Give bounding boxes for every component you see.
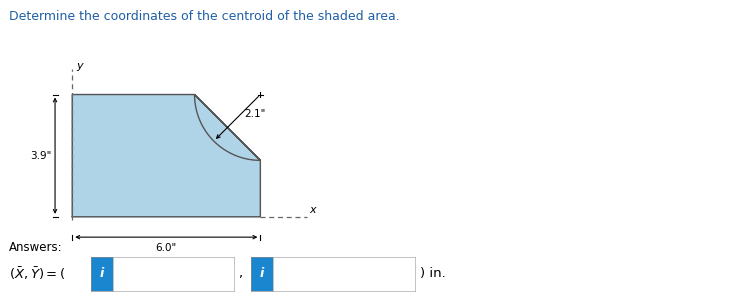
Text: $(\bar{X},\bar{Y}) = ($: $(\bar{X},\bar{Y}) = ($	[9, 266, 66, 282]
Text: i: i	[260, 267, 264, 280]
Text: i: i	[100, 267, 104, 280]
Text: ) in.: ) in.	[420, 267, 445, 280]
Text: Determine the coordinates of the centroid of the shaded area.: Determine the coordinates of the centroi…	[9, 10, 399, 23]
Polygon shape	[72, 94, 261, 217]
Text: 6.0": 6.0"	[155, 243, 177, 253]
Text: 3.9": 3.9"	[30, 151, 51, 161]
Text: y: y	[76, 61, 82, 71]
Text: Answers:: Answers:	[9, 241, 62, 254]
Text: ,: ,	[238, 267, 242, 280]
Text: x: x	[309, 205, 315, 215]
Text: 2.1": 2.1"	[244, 109, 266, 119]
